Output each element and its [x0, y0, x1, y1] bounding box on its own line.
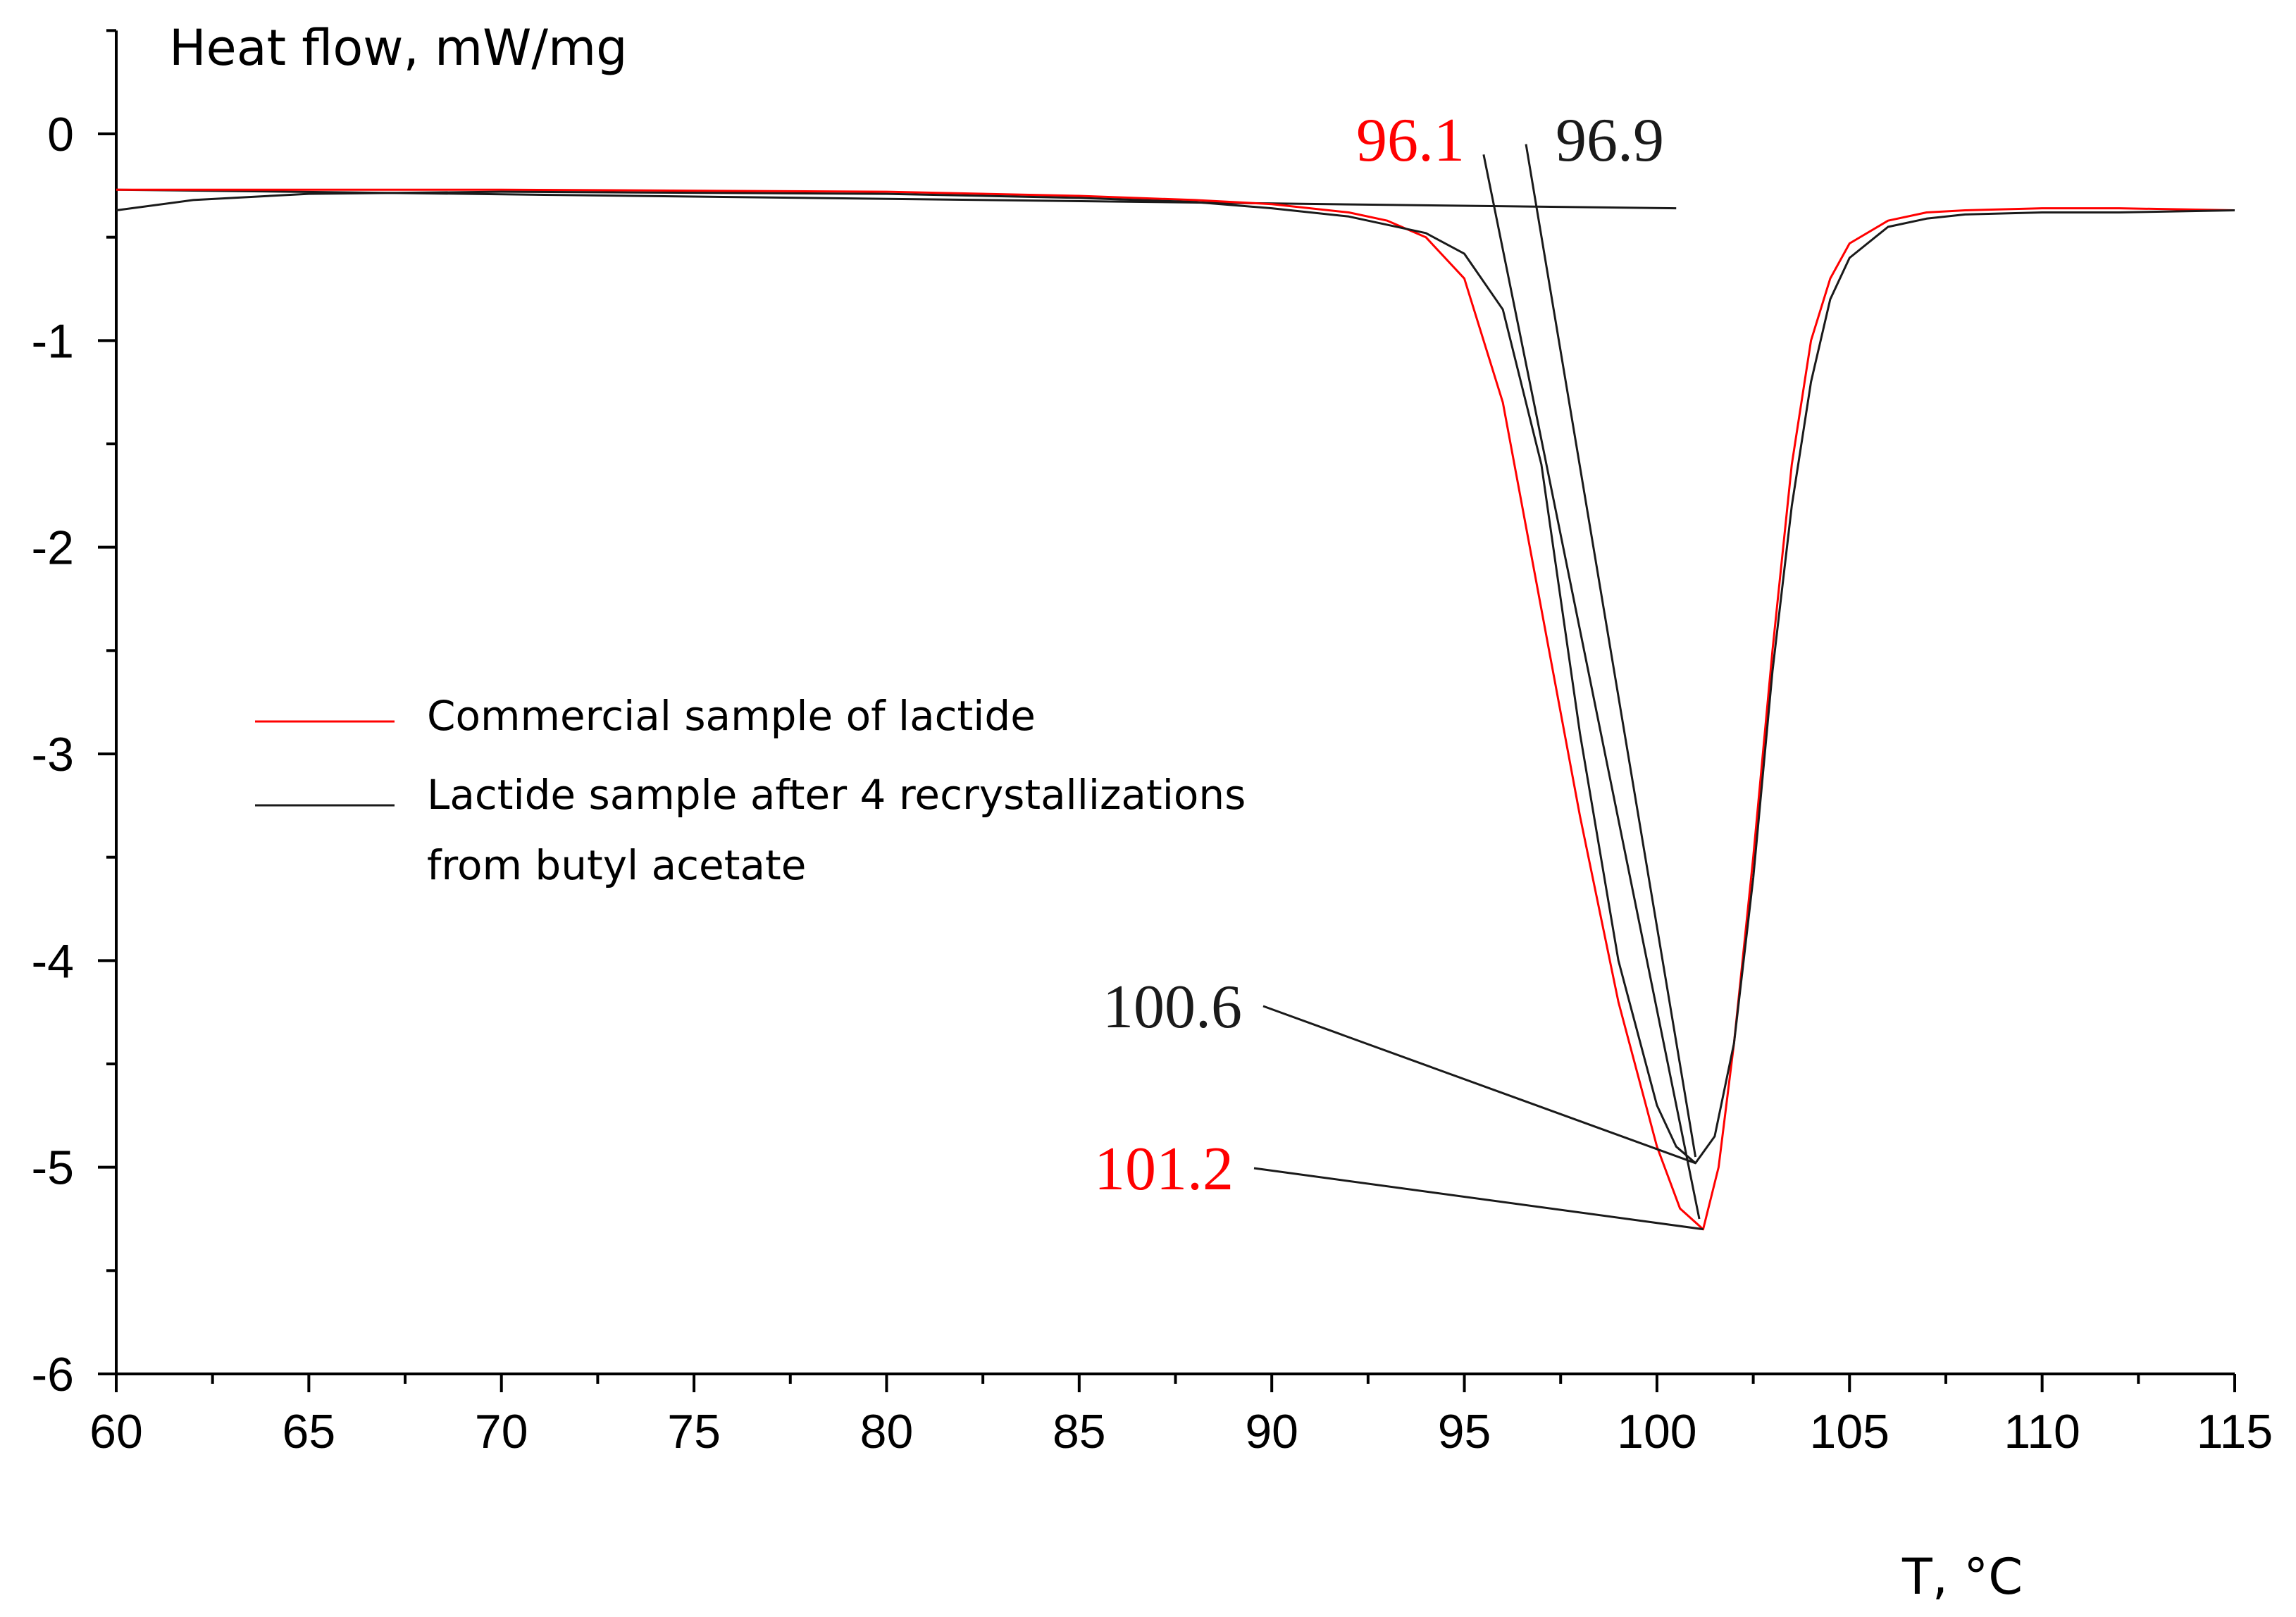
x-tick-label: 75 — [667, 1405, 721, 1458]
x-tick-label: 70 — [475, 1405, 528, 1458]
x-tick-label: 95 — [1438, 1405, 1491, 1458]
annotation-leader-line — [1262, 1005, 1696, 1165]
legend: Commercial sample of lactide Lactide sam… — [255, 692, 1246, 889]
y-tick-label: -3 — [32, 728, 74, 781]
annotation-label: 100.6 — [1103, 973, 1242, 1041]
legend-label-line-1: Lactide sample after 4 recrystallization… — [427, 771, 1246, 819]
legend-label-line-2: from butyl acetate — [427, 841, 806, 889]
annotation-group: 96.1 96.9 100.6 101.2 — [1094, 106, 1704, 1231]
annotation-leader-line — [1253, 1167, 1704, 1231]
y-tick-label: -4 — [32, 934, 74, 988]
x-tick-label: 90 — [1245, 1405, 1298, 1458]
x-tick-label: 80 — [860, 1405, 914, 1458]
legend-label-commercial: Commercial sample of lactide — [427, 692, 1036, 740]
x-axis-title: T, °C — [1901, 1548, 2023, 1606]
annotation-label: 96.1 — [1356, 106, 1465, 175]
x-tick-label: 110 — [2004, 1405, 2080, 1458]
x-tick-label: 85 — [1053, 1405, 1106, 1458]
y-tick-label: -5 — [32, 1141, 74, 1195]
legend-label-recrystallized: Lactide sample after 4 recrystallization… — [427, 771, 1246, 889]
x-tick-label: 60 — [89, 1405, 143, 1458]
y-tick-label: 0 — [47, 108, 74, 161]
y-tick-label: -2 — [32, 521, 74, 575]
onset-tangent-line — [1482, 154, 1701, 1220]
series-group — [116, 188, 2235, 1231]
annotation-label: 101.2 — [1094, 1135, 1234, 1203]
x-tick-label: 65 — [283, 1405, 336, 1458]
onset-tangent-line — [1525, 144, 1697, 1158]
series-line-commercial — [116, 188, 2235, 1231]
tick-group: 60 65 70 75 80 85 90 95 100 105 110 115 0 -1 -2 -3 -4 -5 -… — [32, 29, 2273, 1458]
x-tick-label: 115 — [2197, 1405, 2273, 1458]
series-line-recrystallized — [116, 190, 2235, 1165]
x-tick-label: 105 — [1810, 1405, 1889, 1458]
tangent-lines — [116, 144, 1701, 1220]
x-tick-label: 100 — [1617, 1405, 1696, 1458]
annotation-label: 96.9 — [1556, 106, 1664, 175]
y-tick-label: -1 — [32, 314, 74, 368]
y-tick-label: -6 — [32, 1348, 74, 1401]
y-axis-title: Heat flow, mW/mg — [169, 19, 628, 77]
